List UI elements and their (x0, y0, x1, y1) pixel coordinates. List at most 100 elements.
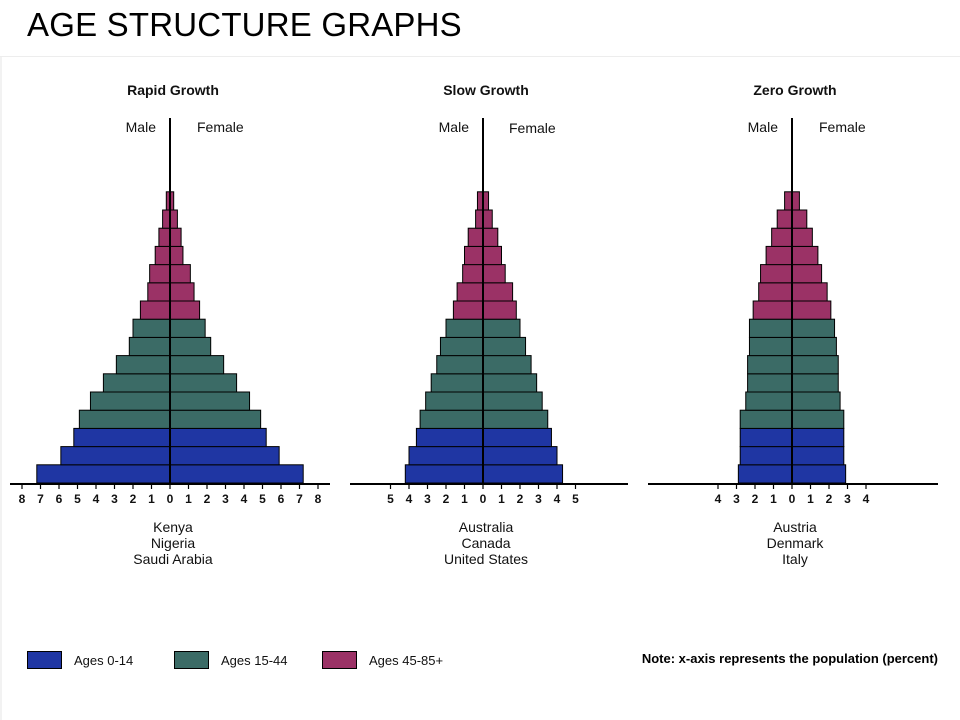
female-bar (169, 245, 184, 266)
male-bar (139, 300, 171, 320)
female-bar (169, 227, 182, 247)
male-label: Male (126, 119, 157, 135)
country-label: Canada (461, 535, 510, 551)
female-bar (482, 373, 538, 393)
male-bar (78, 409, 171, 429)
legend-label-ages-15-44: Ages 15-44 (221, 652, 288, 668)
female-bar (482, 464, 564, 484)
female-bar (791, 300, 832, 320)
female-bar (482, 446, 558, 466)
male-bar (404, 464, 484, 484)
pyramid-1 (10, 118, 330, 489)
female-bar (169, 464, 304, 484)
female-bar (482, 300, 517, 320)
male-bar (439, 336, 484, 357)
x-tick-label: 6 (278, 492, 285, 506)
female-bar (791, 318, 836, 338)
x-tick-label: 4 (406, 492, 413, 506)
x-tick-label: 5 (387, 492, 394, 506)
male-bar (462, 264, 484, 284)
legend-item-ages-0-14: Ages 0-14 (27, 649, 133, 671)
male-bar (408, 446, 484, 466)
chart-title: Slow Growth (443, 82, 529, 98)
legend-item-ages-45-85: Ages 45-85+ (322, 649, 443, 671)
page-title: AGE STRUCTURE GRAPHS (27, 6, 462, 43)
male-bar (132, 318, 171, 338)
legend-swatch-ages-45-85 (322, 651, 357, 669)
x-tick-label: 2 (443, 492, 450, 506)
male-bar (430, 373, 484, 393)
male-bar (60, 446, 171, 466)
country-label: Denmark (767, 535, 825, 551)
male-bar (415, 427, 484, 448)
country-label: Kenya (153, 519, 193, 535)
female-bar (482, 245, 502, 266)
female-bar (169, 318, 206, 338)
male-bar (452, 300, 484, 320)
male-bar (102, 373, 171, 393)
x-tick-label: 5 (572, 492, 579, 506)
x-tick-label: 3 (535, 492, 542, 506)
female-bar (791, 409, 845, 429)
male-bar (776, 209, 793, 229)
male-bar (445, 318, 484, 338)
x-tick-label: 4 (241, 492, 248, 506)
male-bar (475, 209, 484, 229)
country-label: Nigeria (151, 535, 196, 551)
x-tick-label: 3 (424, 492, 431, 506)
x-tick-label: 3 (733, 492, 740, 506)
x-tick-label: 1 (770, 492, 777, 506)
female-bar (791, 355, 839, 375)
female-bar (482, 209, 493, 229)
female-bar (791, 209, 808, 229)
female-bar (791, 391, 841, 411)
x-tick-label: 1 (498, 492, 505, 506)
male-bar (467, 227, 484, 247)
male-label: Male (439, 119, 470, 135)
male-bar (162, 209, 171, 229)
female-bar (791, 191, 800, 211)
x-tick-label: 8 (19, 492, 26, 506)
x-tick-label: 1 (461, 492, 468, 506)
x-tick-label: 7 (296, 492, 303, 506)
x-tick-label: 4 (715, 492, 722, 506)
male-bar (436, 355, 484, 375)
legend-swatch-ages-15-44 (174, 651, 209, 669)
female-bar (169, 427, 267, 448)
left-edge-divider (0, 57, 2, 720)
male-label: Male (748, 119, 779, 135)
female-bar (791, 245, 819, 266)
chart-title: Rapid Growth (127, 82, 219, 98)
female-bar (791, 464, 847, 484)
x-tick-label: 5 (74, 492, 81, 506)
female-bar (482, 282, 514, 302)
x-tick-label: 7 (37, 492, 44, 506)
pyramid-3 (648, 118, 938, 489)
male-bar (36, 464, 171, 484)
female-bar (169, 336, 212, 357)
male-bar (765, 245, 793, 266)
legend-swatch-ages-0-14 (27, 651, 62, 669)
male-bar (158, 227, 171, 247)
x-tick-label: 5 (259, 492, 266, 506)
female-bar (482, 264, 506, 284)
country-label: Austria (773, 519, 817, 535)
female-bar (791, 227, 813, 247)
female-bar (482, 409, 549, 429)
female-bar (169, 409, 262, 429)
female-bar (791, 373, 839, 393)
female-bar (482, 427, 552, 448)
female-bar (482, 336, 527, 357)
male-bar (748, 336, 793, 357)
x-tick-label: 8 (315, 492, 322, 506)
female-bar (482, 227, 499, 247)
x-tick-label: 1 (185, 492, 192, 506)
female-label: Female (819, 119, 866, 135)
female-label: Female (509, 120, 556, 136)
legend-label-ages-0-14: Ages 0-14 (74, 652, 134, 668)
male-bar (115, 355, 171, 375)
male-bar (739, 409, 793, 429)
x-tick-label: 2 (517, 492, 524, 506)
female-bar (169, 300, 201, 320)
legend-item-ages-15-44: Ages 15-44 (174, 649, 288, 671)
